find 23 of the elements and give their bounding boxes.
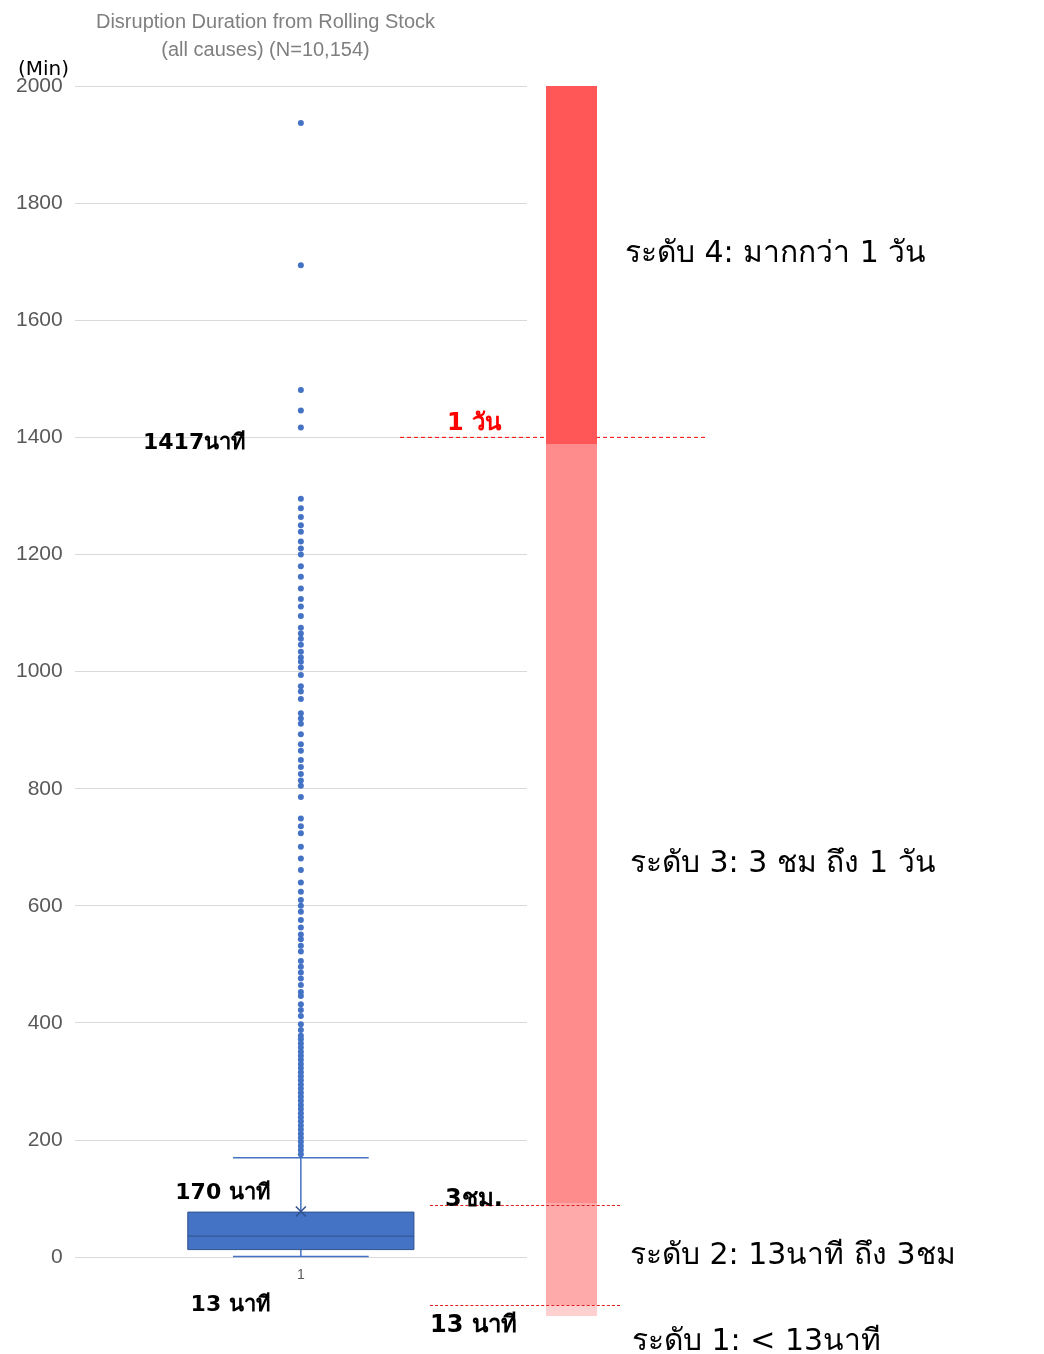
- annotation: 13 นาที: [190, 1290, 271, 1316]
- y-tick-label: 600: [27, 892, 63, 916]
- annotation: 170 นาที: [175, 1179, 271, 1205]
- text: ระดับ 2: 13นาที ถึง 3ชม: [630, 1235, 956, 1273]
- y-tick-label: 200: [27, 1126, 63, 1150]
- x-tick-label: 1: [296, 1266, 305, 1283]
- text: ระดับ 1: < 13นาที: [632, 1321, 882, 1354]
- text: ระดับ 3: 3 ชม ถึง 1 วัน: [630, 843, 936, 881]
- y-tick-label: 400: [27, 1009, 63, 1033]
- y-tick-label: 1800: [16, 189, 63, 213]
- annotation: 3ชม.: [445, 1183, 503, 1214]
- chart-title: Disruption Duration from Rolling Stock: [95, 9, 437, 32]
- y-tick-label: 1600: [16, 307, 63, 331]
- chart-subtitle: (all causes) (N=10,154): [161, 37, 370, 60]
- y-tick-label: 1400: [16, 424, 63, 448]
- text: ระดับ 4: มากกว่า 1 วัน: [625, 233, 927, 271]
- y-tick-label: 1200: [16, 541, 63, 565]
- y-tick-label: 800: [27, 775, 63, 799]
- y-tick-label: 1000: [16, 658, 63, 682]
- ref-line-label: 1 วัน: [447, 407, 503, 436]
- text: 13 นาที: [430, 1309, 517, 1340]
- y-tick-label: 0: [51, 1244, 63, 1267]
- annotation: 1417นาที: [143, 428, 247, 456]
